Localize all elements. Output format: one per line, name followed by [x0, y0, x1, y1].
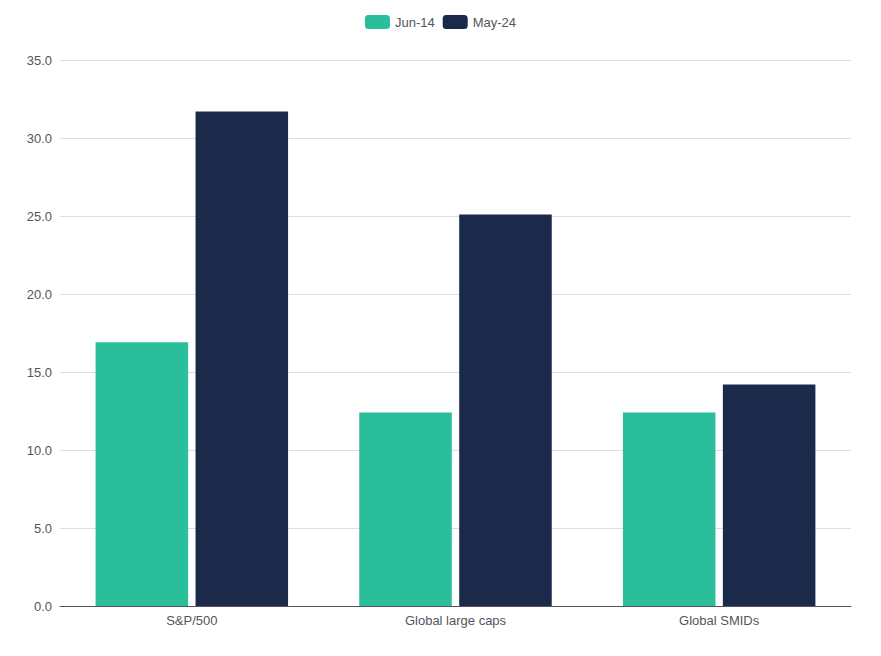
svg-text:Global large caps: Global large caps — [405, 613, 507, 628]
svg-text:May-24: May-24 — [473, 15, 516, 30]
svg-text:20.0: 20.0 — [27, 287, 52, 302]
svg-text:Global SMIDs: Global SMIDs — [679, 613, 760, 628]
svg-text:30.0: 30.0 — [27, 131, 52, 146]
svg-text:S&P/500: S&P/500 — [166, 613, 217, 628]
svg-text:35.0: 35.0 — [27, 53, 52, 68]
svg-text:25.0: 25.0 — [27, 209, 52, 224]
svg-text:Jun-14: Jun-14 — [395, 15, 435, 30]
svg-text:10.0: 10.0 — [27, 443, 52, 458]
svg-text:15.0: 15.0 — [27, 365, 52, 380]
svg-text:0.0: 0.0 — [34, 599, 52, 614]
svg-text:5.0: 5.0 — [34, 521, 52, 536]
